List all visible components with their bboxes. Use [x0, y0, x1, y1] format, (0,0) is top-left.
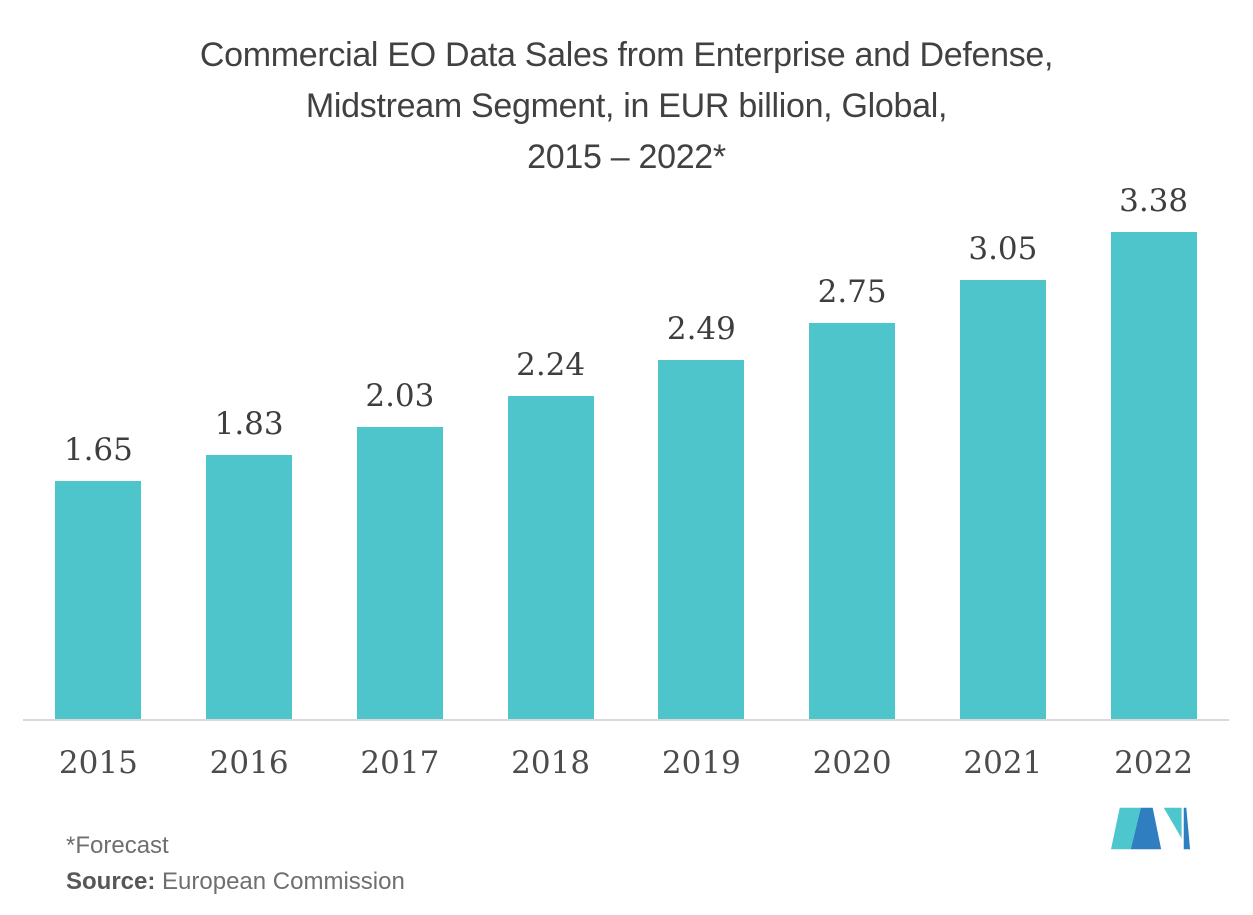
- chart-title: Commercial EO Data Sales from Enterprise…: [0, 30, 1253, 183]
- bar-value-label: 3.38: [1119, 183, 1189, 219]
- x-axis-line: [23, 719, 1229, 721]
- bar-value-label: 1.65: [63, 432, 133, 468]
- logo-right-teal-triangle: [1163, 807, 1182, 839]
- bar-group: 2.03: [325, 175, 476, 719]
- mordor-intelligence-logo: [1111, 807, 1191, 850]
- source-label: Source:: [66, 868, 156, 895]
- logo-middle-blue-stroke: [1130, 807, 1162, 850]
- bar-group: 1.65: [23, 175, 174, 719]
- chart-title-line-2: Midstream Segment, in EUR billion, Globa…: [305, 87, 948, 125]
- x-axis-label: 2016: [209, 745, 289, 781]
- bar-value-label: 2.75: [817, 274, 887, 310]
- bar-group: 2.49: [626, 175, 777, 719]
- bar-value-label: 2.49: [666, 311, 736, 347]
- bar: [959, 280, 1046, 719]
- x-axis-labels: 2015 2016 2017 2018 2019 2020 2021 2022: [23, 721, 1229, 781]
- logo-left-teal-stroke: [1111, 807, 1141, 850]
- bar: [356, 427, 443, 719]
- x-axis-label: 2018: [511, 745, 591, 781]
- bar-group: 2.24: [475, 175, 626, 719]
- bar-group: 3.05: [928, 175, 1079, 719]
- x-axis-label: 2022: [1114, 745, 1194, 781]
- x-axis-label: 2017: [360, 745, 440, 781]
- bar-group: 3.38: [1078, 175, 1229, 719]
- x-axis-label: 2020: [812, 745, 892, 781]
- bar: [1110, 232, 1197, 719]
- source-value: European Commission: [162, 868, 405, 895]
- bar: [206, 455, 293, 719]
- bar: [507, 396, 594, 719]
- plot-area: 1.65 1.83 2.03 2.24 2.49 2.75 3.05 3.38: [23, 175, 1229, 719]
- x-axis-label: 2015: [58, 745, 138, 781]
- bar: [55, 481, 142, 719]
- chart-footer: *Forecast Source: European Commission: [66, 828, 405, 900]
- source-note: Source: European Commission: [66, 864, 405, 900]
- bar-value-label: 2.03: [365, 378, 435, 414]
- forecast-note: *Forecast: [66, 832, 169, 859]
- chart-title-line-3: 2015 – 2022*: [527, 138, 726, 176]
- bar-value-label: 2.24: [516, 347, 586, 383]
- bar: [658, 360, 745, 719]
- bar: [809, 323, 896, 719]
- chart-title-line-1: Commercial EO Data Sales from Enterprise…: [199, 36, 1054, 74]
- bar-group: 1.83: [174, 175, 325, 719]
- x-axis-label: 2019: [661, 745, 741, 781]
- bar-value-label: 3.05: [968, 231, 1038, 267]
- logo-right-blue-stroke: [1183, 807, 1191, 850]
- bar-group: 2.75: [777, 175, 928, 719]
- x-axis-label: 2021: [963, 745, 1043, 781]
- bar-value-label: 1.83: [214, 406, 284, 442]
